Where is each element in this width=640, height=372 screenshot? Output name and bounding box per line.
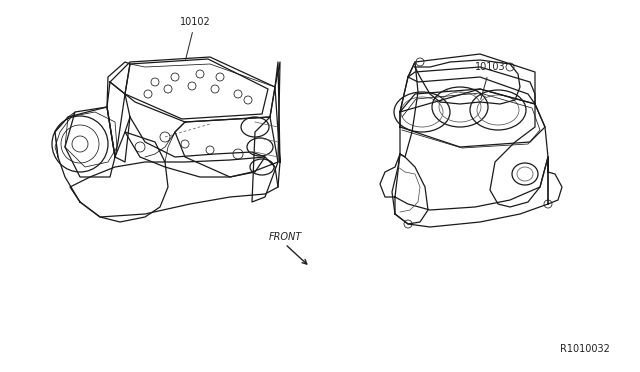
Text: 10103: 10103	[475, 62, 506, 99]
Text: FRONT: FRONT	[268, 232, 301, 242]
Text: R1010032: R1010032	[560, 344, 610, 354]
Text: 10102: 10102	[180, 17, 211, 59]
